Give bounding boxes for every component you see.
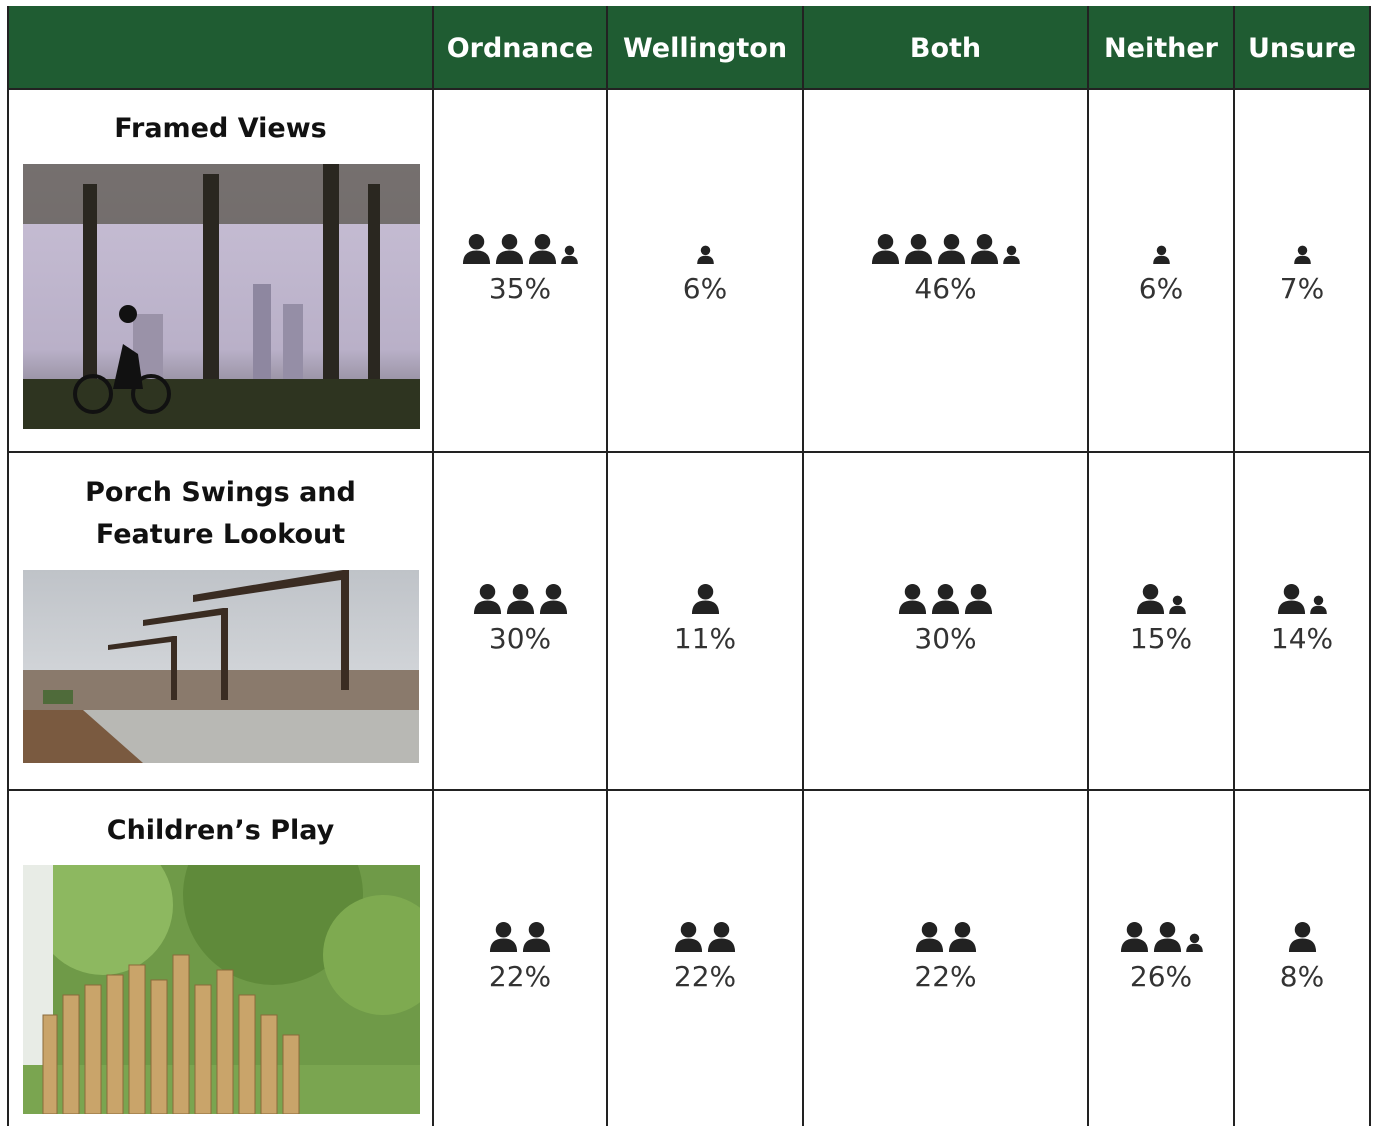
person-icon (489, 921, 518, 952)
person-icon (495, 233, 524, 264)
person-icon (539, 583, 567, 614)
column-divider (1233, 6, 1235, 1126)
person-icon (1120, 921, 1148, 952)
percentage: 14% (1270, 622, 1334, 655)
person-icons (803, 230, 1088, 264)
person-icon-partial (1293, 245, 1311, 264)
row-divider (8, 88, 1371, 90)
percentage: 11% (673, 622, 737, 655)
row-label: Framed Views (114, 113, 327, 144)
column-divider (802, 6, 804, 1126)
person-icons (607, 230, 803, 264)
person-icon-partial (1310, 595, 1327, 614)
person-icon (904, 233, 933, 264)
person-icon (506, 583, 534, 614)
percentage: 7% (1279, 272, 1325, 305)
column-header: Unsure (1247, 32, 1357, 64)
person-icon-partial (1152, 245, 1170, 264)
person-icons (607, 580, 803, 614)
person-icon (1136, 583, 1165, 614)
header-bar (8, 6, 1371, 90)
column-divider (432, 6, 434, 1126)
person-icon (898, 583, 927, 614)
person-icon (528, 233, 557, 264)
person-icon (970, 233, 999, 264)
person-icon (522, 921, 551, 952)
percentage: 35% (488, 272, 552, 305)
person-icon (871, 233, 900, 264)
person-icon-partial (561, 245, 578, 264)
person-icon (707, 921, 736, 952)
person-icon-partial (696, 245, 714, 264)
person-icon (937, 233, 966, 264)
person-icons (1234, 230, 1370, 264)
photo-childrens-play (23, 865, 420, 1114)
row-label: Porch Swings and Feature Lookout (85, 477, 356, 550)
column-header: Both (909, 32, 982, 64)
person-icon (674, 921, 703, 952)
percentage: 22% (488, 960, 552, 993)
person-icon (1153, 921, 1181, 952)
percentage: 30% (914, 622, 977, 655)
person-icons (607, 918, 803, 952)
column-header: Neither (1104, 32, 1218, 64)
person-icon (691, 583, 719, 614)
person-icon (473, 583, 501, 614)
person-icons (433, 918, 607, 952)
percentage: 26% (1129, 960, 1193, 993)
person-icon (915, 921, 943, 952)
person-icons (433, 580, 607, 614)
person-icon (948, 921, 976, 952)
photo-framed-views (23, 164, 420, 429)
percentage: 22% (673, 960, 737, 993)
percentage: 15% (1129, 622, 1193, 655)
person-icon-partial (1185, 933, 1203, 952)
person-icon (1288, 921, 1316, 952)
column-divider (606, 6, 608, 1126)
column-divider (1369, 6, 1371, 1126)
person-icon (931, 583, 960, 614)
column-divider (1087, 6, 1089, 1126)
person-icon-partial (1169, 595, 1186, 614)
person-icons (803, 580, 1088, 614)
percentage: 6% (682, 272, 728, 305)
row-divider (8, 451, 1371, 453)
person-icons (433, 230, 607, 264)
person-icon (462, 233, 491, 264)
percentage: 46% (914, 272, 977, 305)
person-icons (803, 918, 1088, 952)
person-icon (964, 583, 993, 614)
person-icons (1088, 918, 1234, 952)
person-icons (1234, 918, 1370, 952)
percentage: 8% (1279, 960, 1325, 993)
percentage: 6% (1138, 272, 1184, 305)
person-icon-partial (1003, 245, 1020, 264)
person-icons (1088, 230, 1234, 264)
person-icon (1277, 583, 1306, 614)
percentage: 30% (488, 622, 552, 655)
column-header: Ordnance (446, 32, 594, 64)
photo-porch-swings (23, 570, 419, 763)
person-icons (1088, 580, 1234, 614)
percentage: 22% (914, 960, 977, 993)
column-header: Wellington (622, 32, 788, 64)
column-divider (7, 6, 9, 1126)
row-label: Children’s Play (106, 815, 335, 846)
row-divider (8, 789, 1371, 791)
person-icons (1234, 580, 1370, 614)
